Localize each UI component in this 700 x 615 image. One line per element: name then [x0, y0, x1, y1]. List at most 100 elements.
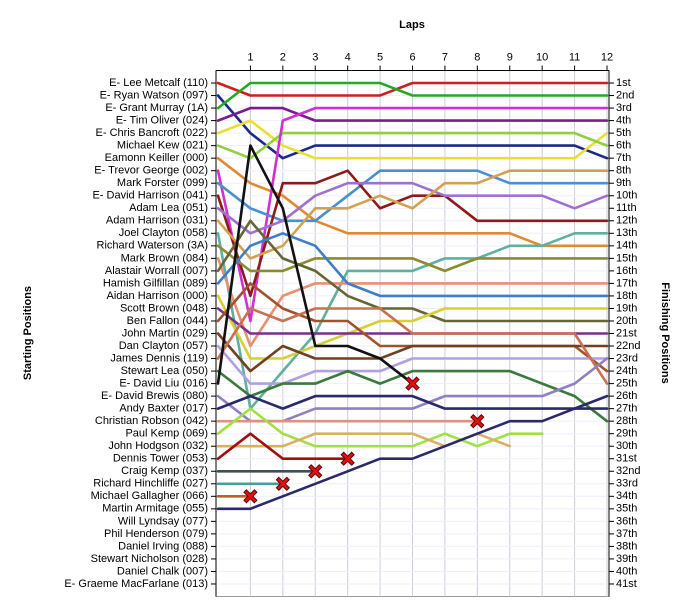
retirement-cross — [341, 452, 354, 465]
driver-line — [216, 119, 609, 160]
y2-tick-label: 31st — [616, 453, 637, 465]
driver-line — [216, 332, 609, 373]
y2-tick-label: 5th — [616, 127, 631, 139]
y2-tick-label: 37th — [616, 528, 637, 540]
y-tick-label: Scott Brown (048) — [120, 302, 208, 314]
y-tick-label: E- Graeme MacFarlane (013) — [64, 578, 208, 590]
retirement-marker — [470, 413, 485, 429]
y2-tick-label: 8th — [616, 165, 631, 177]
driver-line — [216, 394, 609, 410]
y-tick-label: Mark Brown (084) — [121, 252, 208, 264]
y-tick-label: Stewart Nicholson (028) — [91, 553, 208, 565]
y2-tick-label: 33rd — [616, 478, 638, 490]
y-tick-label: Michael Kew (021) — [117, 140, 208, 152]
driver-line — [216, 81, 609, 110]
driver-line — [216, 307, 609, 385]
retirement-marker — [275, 476, 291, 491]
x-tick-label: 7 — [442, 51, 448, 63]
retirement-marker — [308, 464, 323, 479]
x-tick-label: 3 — [312, 51, 318, 63]
y-tick-label: Hamish Gilfillan (089) — [103, 277, 208, 289]
y2-tick-label: 28th — [616, 415, 637, 427]
y2-tick-label: 35th — [616, 503, 637, 515]
y-tick-label: Ben Fallon (044) — [127, 315, 208, 327]
y2-tick-label: 1st — [616, 77, 631, 89]
y2-tick-label: 24th — [616, 365, 637, 377]
driver-line — [216, 144, 414, 385]
y-tick-label: Will Lyndsay (077) — [118, 515, 208, 527]
driver-line — [216, 294, 609, 360]
y2-tick-label: 13th — [616, 227, 637, 239]
y-tick-label: James Dennis (119) — [110, 352, 208, 364]
y-tick-label: Adam Lea (051) — [129, 202, 208, 214]
retirement-cross — [277, 478, 289, 490]
retirement-cross — [471, 415, 484, 427]
y2-tick-label: 20th — [616, 315, 637, 327]
y-tick-label: E- David Harrison (041) — [92, 190, 208, 202]
retirement-marker — [340, 451, 355, 466]
driver-line — [216, 94, 609, 160]
y2-tick-label: 34th — [616, 490, 637, 502]
driver-line — [216, 407, 544, 448]
x-tick-label: 4 — [345, 51, 351, 63]
y-tick-label: Adam Harrison (031) — [106, 215, 208, 227]
x-tick-label: 9 — [507, 51, 513, 63]
y2-tick-label: 7th — [616, 152, 631, 164]
y-tick-label: Dan Clayton (057) — [119, 340, 208, 352]
x-tick-label: 8 — [474, 51, 480, 63]
y2-tick-label: 4th — [616, 115, 631, 127]
y-tick-label: John Martin (029) — [122, 327, 208, 339]
y2-tick-label: 22nd — [616, 340, 640, 352]
driver-line — [216, 232, 609, 410]
y2-axis-label: Finishing Positions — [659, 282, 671, 383]
y2-tick-label: 23rd — [616, 352, 638, 364]
y2-tick-label: 40th — [616, 565, 637, 577]
y-tick-label: Aidan Harrison (000) — [107, 290, 209, 302]
y-tick-label: E- David Liu (016) — [119, 378, 208, 390]
y2-tick-label: 19th — [616, 302, 637, 314]
y-tick-label: E- David Brewis (080) — [101, 390, 208, 402]
y-tick-label: Alastair Worrall (007) — [105, 265, 208, 277]
retirement-cross — [244, 490, 257, 503]
y-tick-label: Richard Waterson (3A) — [97, 240, 208, 252]
y-tick-label: Eamonn Keiller (000) — [105, 152, 208, 164]
y2-tick-label: 32nd — [616, 465, 640, 477]
retirement-cross — [406, 377, 419, 390]
y2-tick-label: 15th — [616, 252, 637, 264]
driver-line — [216, 432, 349, 460]
x-tick-label: 6 — [409, 51, 415, 63]
y-tick-label: E- Chris Bancroft (022) — [96, 127, 208, 139]
y2-tick-label: 10th — [616, 190, 637, 202]
y-tick-label: Craig Kemp (037) — [121, 465, 208, 477]
y-axis-label: Starting Positions — [22, 286, 34, 380]
y2-tick-label: 11th — [616, 202, 637, 214]
driver-line — [216, 232, 609, 298]
y-tick-label: Martin Armitage (055) — [102, 503, 208, 515]
retirement-marker — [405, 376, 420, 391]
y2-tick-label: 21st — [616, 327, 637, 339]
retirement-marker — [243, 489, 258, 504]
y-tick-label: Christian Robson (042) — [95, 415, 208, 427]
y2-tick-label: 6th — [616, 140, 631, 152]
y2-tick-label: 2nd — [616, 89, 634, 101]
y-tick-label: E- Trevor George (002) — [94, 165, 208, 177]
y2-tick-label: 14th — [616, 240, 637, 252]
y2-tick-label: 27th — [616, 403, 637, 415]
x-tick-label: 10 — [536, 51, 548, 63]
x-tick-label: 2 — [280, 51, 286, 63]
driver-line — [216, 369, 609, 423]
y2-tick-label: 41st — [616, 578, 637, 590]
x-tick-label: 1 — [247, 51, 253, 63]
x-tick-label: 12 — [601, 51, 613, 63]
y2-tick-label: 18th — [616, 290, 637, 302]
y2-tick-label: 25th — [616, 378, 637, 390]
driver-line — [216, 181, 609, 235]
y2-tick-label: 36th — [616, 515, 637, 527]
y2-tick-label: 30th — [616, 440, 637, 452]
y2-tick-label: 9th — [616, 177, 631, 189]
y-tick-label: E- Tim Oliver (024) — [116, 115, 208, 127]
y-tick-label: Phil Henderson (079) — [104, 528, 208, 540]
y2-tick-label: 3rd — [616, 102, 632, 114]
